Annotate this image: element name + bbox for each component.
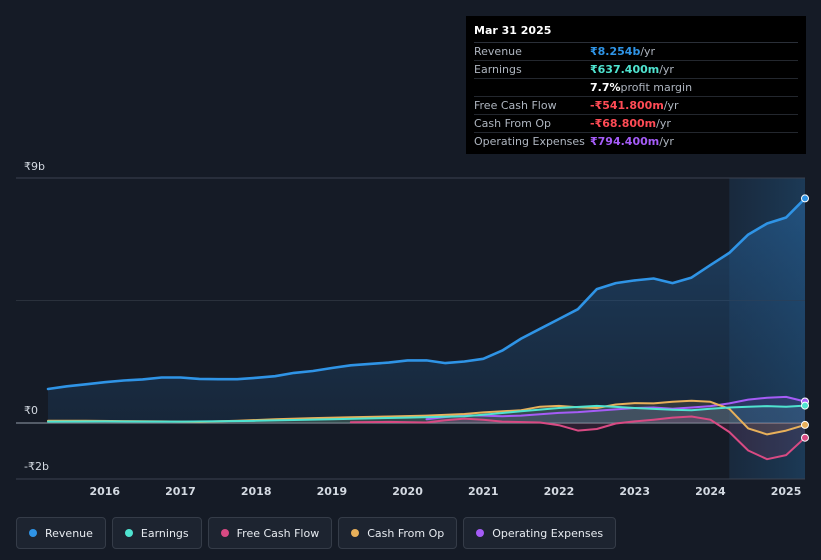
legend-dot-icon [220, 529, 229, 537]
free-cash-flow-line [349, 415, 806, 461]
revenue-end-point [801, 194, 809, 203]
tooltip-row: Earnings ₹637.400m /yr [474, 61, 798, 79]
tooltip-row-label: Earnings [474, 63, 522, 76]
legend-item-cash-from-op[interactable]: Cash From Op [338, 517, 458, 549]
x-tick-label: 2021 [468, 485, 499, 498]
x-tick-label: 2022 [544, 485, 575, 498]
legend-item-operating-expenses[interactable]: Operating Expenses [463, 517, 617, 549]
tooltip-row-label: Revenue [474, 45, 522, 58]
legend-label: Earnings [140, 526, 189, 540]
earnings-end-point [801, 401, 809, 410]
x-tick-label: 2018 [241, 485, 272, 498]
legend-item-revenue[interactable]: Revenue [16, 517, 106, 549]
tooltip-row: Cash From Op -₹68.800m /yr [474, 115, 798, 133]
legend: Revenue Earnings Free Cash Flow Cash From O… [16, 517, 617, 549]
legend-item-earnings[interactable]: Earnings [111, 517, 202, 549]
tooltip-row-label: Cash From Op [474, 117, 552, 130]
x-tick-label: 2016 [89, 485, 120, 498]
y-tick-label: ₹0 [24, 404, 38, 417]
legend-dot-icon [351, 529, 360, 537]
tooltip-row: Revenue ₹8.254b /yr [474, 43, 798, 61]
legend-dot-icon [29, 529, 37, 537]
legend-label: Operating Expenses [492, 526, 604, 540]
cash-from-op-end-point [801, 420, 809, 429]
free-cash-flow-end-point [801, 433, 809, 442]
tooltip-row-unit: /yr [640, 45, 656, 58]
tooltip-row: Free Cash Flow -₹541.800m /yr [474, 97, 798, 115]
tooltip-row-unit: /yr [659, 63, 674, 76]
operating-expenses-line [425, 395, 806, 421]
tooltip-row-unit: /yr [663, 99, 679, 112]
x-tick-label: 2024 [695, 485, 726, 498]
legend-dot-icon [476, 529, 485, 537]
tooltip-row-unit: profit margin [620, 81, 693, 94]
tooltip-row-label: Operating Expenses [474, 135, 585, 148]
tooltip-row-label: Free Cash Flow [474, 99, 557, 112]
x-tick-label: 2023 [619, 485, 650, 498]
legend-dot-icon [124, 529, 133, 537]
x-tick-label: 2019 [317, 485, 348, 498]
revenue-area [48, 198, 805, 423]
tooltip-row: Operating Expenses ₹794.400m /yr [474, 133, 798, 150]
legend-label: Revenue [45, 526, 93, 540]
tooltip-row-value: ₹637.400m [590, 63, 660, 76]
revenue-line [46, 197, 807, 391]
tooltip: Mar 31 2025 Revenue ₹8.254b /yr Earnings ₹6… [466, 16, 806, 154]
y-tick-label: ₹9b [24, 160, 45, 173]
legend-item-free-cash-flow[interactable]: Free Cash Flow [207, 517, 333, 549]
tooltip-row-value: ₹8.254b [590, 45, 641, 58]
x-tick-label: 2020 [392, 485, 423, 498]
tooltip-row-value: ₹794.400m [590, 135, 660, 148]
tooltip-row-label [474, 79, 590, 96]
tooltip-row: 7.7% profit margin [474, 79, 798, 97]
tooltip-row-value: -₹541.800m [590, 99, 664, 112]
tooltip-row-value: -₹68.800m [590, 117, 657, 130]
y-tick-label: -₹2b [24, 460, 49, 473]
legend-label: Free Cash Flow [236, 526, 320, 540]
x-tick-label: 2017 [165, 485, 196, 498]
x-tick-label: 2025 [771, 485, 802, 498]
tooltip-row-unit: /yr [656, 117, 671, 130]
legend-label: Cash From Op [367, 526, 445, 540]
tooltip-date: Mar 31 2025 [474, 24, 798, 43]
tooltip-row-unit: /yr [659, 135, 674, 148]
earnings-line [47, 404, 806, 423]
tooltip-row-value: 7.7% [590, 81, 621, 94]
